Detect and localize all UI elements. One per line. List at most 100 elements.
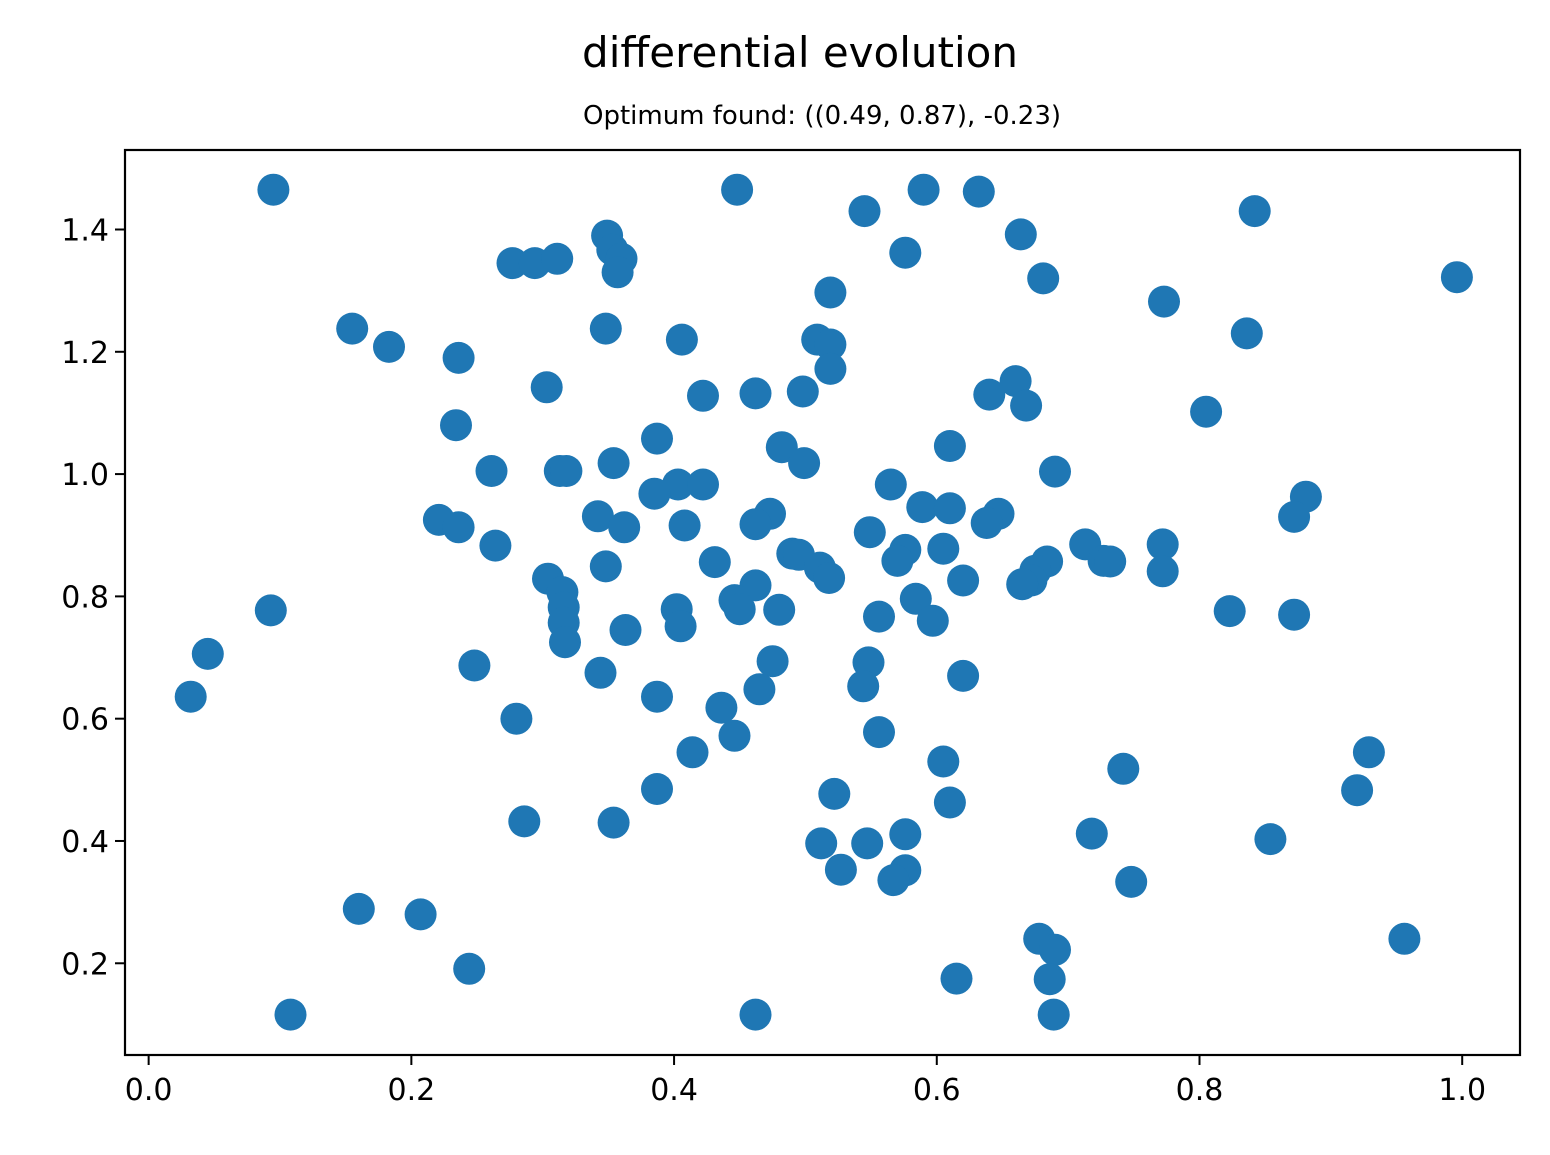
scatter-point — [373, 330, 405, 363]
y-tick-label: 0.4 — [61, 825, 109, 860]
scatter-point — [889, 236, 922, 269]
scatter-point — [442, 511, 475, 544]
scatter-point — [257, 173, 290, 206]
y-tick-label: 0.6 — [61, 703, 109, 738]
scatter-point — [440, 409, 472, 442]
scatter-point — [664, 610, 697, 643]
scatter-point — [1230, 317, 1263, 350]
scatter-point — [500, 702, 533, 735]
scatter-point — [1075, 817, 1108, 850]
scatter-point — [638, 477, 671, 510]
scatter-point — [853, 516, 886, 549]
scatter-point — [191, 637, 224, 670]
scatter-point — [824, 853, 857, 886]
scatter-point — [597, 447, 630, 480]
scatter-point — [589, 550, 622, 583]
scatter-point — [1037, 998, 1070, 1031]
scatter-point — [496, 247, 529, 280]
scatter-point — [947, 659, 980, 692]
scatter-point — [530, 371, 563, 404]
scatter-point — [786, 375, 819, 408]
scatter-point — [743, 673, 776, 706]
scatter-point — [813, 562, 846, 594]
scatter-point — [814, 328, 847, 361]
scatter-point — [1010, 389, 1043, 422]
scatter-point — [723, 593, 756, 626]
scatter-point — [718, 719, 751, 752]
scatter-point — [916, 604, 949, 637]
x-tick-label: 0.8 — [1176, 1073, 1224, 1108]
scatter-point — [687, 468, 719, 501]
scatter-point — [765, 431, 798, 464]
scatter-point — [442, 341, 475, 374]
scatter-point — [274, 998, 307, 1031]
y-tick-label: 1.0 — [61, 458, 109, 493]
scatter-point — [641, 773, 673, 805]
scatter-point — [962, 175, 995, 208]
scatter-point — [848, 195, 881, 228]
y-tick-label: 0.2 — [61, 947, 109, 982]
scatter-point — [970, 507, 1003, 539]
scatter-point — [863, 716, 895, 749]
scatter-point — [739, 377, 772, 410]
scatter-point — [1190, 395, 1223, 428]
scatter-point — [1148, 285, 1180, 318]
scatter-point — [597, 806, 630, 839]
scatter-point — [609, 614, 642, 646]
scatter-point — [1388, 922, 1421, 955]
x-axis: 0.0 0.2 0.4 0.6 0.8 1.0 — [125, 1055, 1486, 1108]
scatter-point — [756, 645, 789, 678]
scatter-point — [1039, 933, 1071, 966]
scatter-point — [1107, 752, 1140, 785]
y-axis: 0.2 0.4 0.6 0.8 1.0 1.2 1.4 — [61, 213, 125, 982]
scatter-point — [479, 529, 512, 562]
scatter-point — [589, 312, 622, 345]
scatter-point — [852, 646, 885, 679]
scatter-point — [458, 649, 491, 682]
axes-frame — [123, 148, 1522, 1057]
scatter-point — [907, 173, 940, 206]
scatter-point — [973, 378, 1006, 411]
x-tick-label: 0.0 — [125, 1073, 173, 1108]
scatter-point — [1238, 195, 1271, 228]
scatter-point — [475, 455, 508, 487]
scatter-point — [927, 532, 960, 565]
scatter-point — [805, 827, 838, 860]
chart-subtitle: Optimum found: ((0.49, 0.87), -0.23) — [583, 101, 1061, 131]
scatter-point — [698, 546, 731, 579]
scatter-point — [1341, 774, 1374, 807]
scatter-point — [342, 892, 375, 925]
scatter-point — [549, 626, 581, 659]
scatter-point — [668, 509, 701, 542]
scatter-point — [1213, 595, 1246, 628]
scatter-point — [1094, 545, 1127, 578]
scatter-point — [453, 952, 486, 985]
scatter-point — [851, 827, 884, 860]
scatter-point — [999, 365, 1032, 398]
scatter-point — [814, 352, 847, 385]
scatter-point — [641, 422, 673, 455]
scatter-point — [550, 455, 583, 487]
scatter-point — [581, 500, 614, 533]
scatter-point — [899, 582, 932, 615]
scatter-point — [676, 736, 709, 769]
scatter-point — [889, 818, 922, 851]
scatter-point — [1254, 823, 1287, 856]
scatter-point — [788, 447, 821, 480]
data-points — [174, 173, 1473, 1031]
scatter-point — [863, 600, 895, 633]
scatter-point — [641, 680, 673, 713]
scatter-point — [877, 864, 910, 897]
scatter-point — [508, 805, 541, 838]
scatter-point — [1352, 736, 1385, 769]
scatter-point — [933, 492, 966, 525]
scatter-point — [940, 962, 973, 995]
y-tick-label: 1.4 — [61, 213, 109, 248]
chart-title: differential evolution — [582, 28, 1018, 77]
scatter-point — [1146, 528, 1179, 561]
scatter-point — [818, 777, 851, 810]
scatter-point — [705, 691, 738, 724]
scatter-point — [336, 312, 369, 345]
